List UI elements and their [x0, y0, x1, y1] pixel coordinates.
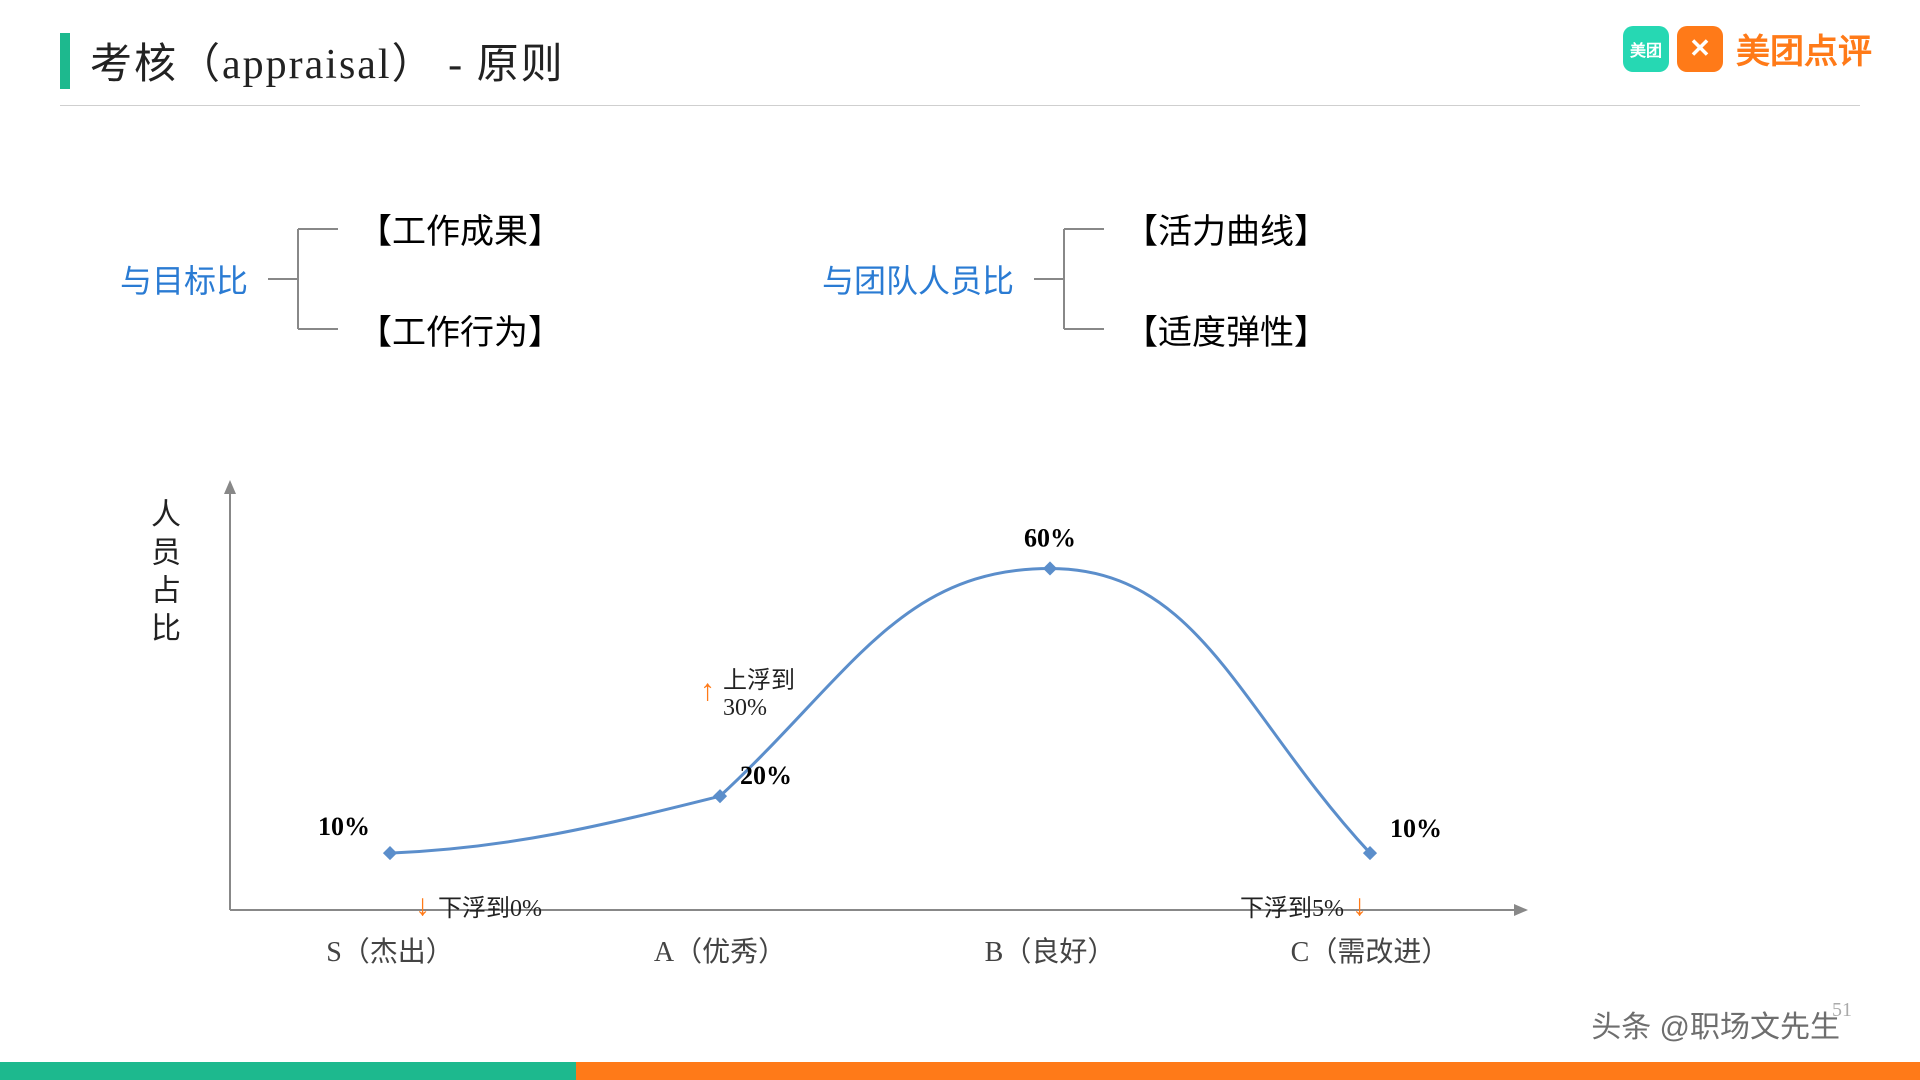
tree-left: 与目标比 【工作成果】 【工作行为】 — [120, 204, 562, 354]
title-accent — [60, 33, 70, 89]
watermark: 头条 @职场文先生 — [1591, 1002, 1840, 1046]
chart-svg: 10% 20% 60% 10% — [220, 480, 1540, 920]
tree-left-leaves: 【工作成果】 【工作行为】 — [358, 204, 562, 354]
distribution-chart: 人员占比 10%20%60%10% S（杰出）A（优秀）B（良好）C（需改进） … — [150, 480, 1550, 980]
title-bar: 考核（appraisal） - 原则 — [60, 30, 1860, 91]
brand-name: 美团点评 — [1736, 24, 1872, 73]
svg-text:60%: 60% — [1024, 523, 1076, 552]
slide-header: 考核（appraisal） - 原则 美团 ✕ 美团点评 — [0, 0, 1920, 124]
tree-left-bracket — [258, 209, 348, 349]
svg-text:10%: 10% — [318, 812, 370, 841]
chart-annotation: ↓下浮到0% — [415, 888, 542, 923]
chart-xlabel: S（杰出） — [326, 930, 454, 970]
chart-annotation: ↑上浮到 30% — [700, 660, 795, 722]
svg-text:10%: 10% — [1390, 814, 1442, 843]
tree-right-root: 与团队人员比 — [822, 256, 1014, 302]
tree-right-leaf-0: 【活力曲线】 — [1124, 204, 1328, 253]
brand-logo-group: 美团 ✕ 美团点评 — [1623, 24, 1872, 73]
chart-ylabel: 人员占比 — [140, 498, 184, 650]
title-divider — [60, 105, 1860, 106]
page-title: 考核（appraisal） - 原则 — [90, 30, 565, 91]
concept-trees: 与目标比 【工作成果】 【工作行为】 与团队人员比 【活力曲线】 【适度弹性】 — [0, 124, 1920, 354]
footer-green — [0, 1062, 576, 1080]
tree-left-leaf-0: 【工作成果】 — [358, 204, 562, 253]
tree-right: 与团队人员比 【活力曲线】 【适度弹性】 — [822, 204, 1328, 354]
meituan-icon: 美团 — [1623, 26, 1669, 72]
dianping-icon: ✕ — [1677, 26, 1723, 72]
tree-right-bracket — [1024, 209, 1114, 349]
tree-left-leaf-1: 【工作行为】 — [358, 305, 562, 354]
footer-orange — [576, 1062, 1920, 1080]
tree-right-leaf-1: 【适度弹性】 — [1124, 305, 1328, 354]
footer-bar — [0, 1062, 1920, 1080]
chart-xlabel: C（需改进） — [1291, 930, 1450, 970]
svg-text:20%: 20% — [740, 761, 792, 790]
chart-xlabel: A（优秀） — [654, 930, 786, 970]
tree-right-leaves: 【活力曲线】 【适度弹性】 — [1124, 204, 1328, 354]
chart-xlabel: B（良好） — [985, 930, 1116, 970]
chart-annotation: 下浮到5%↓ — [1240, 888, 1367, 923]
tree-left-root: 与目标比 — [120, 256, 248, 302]
